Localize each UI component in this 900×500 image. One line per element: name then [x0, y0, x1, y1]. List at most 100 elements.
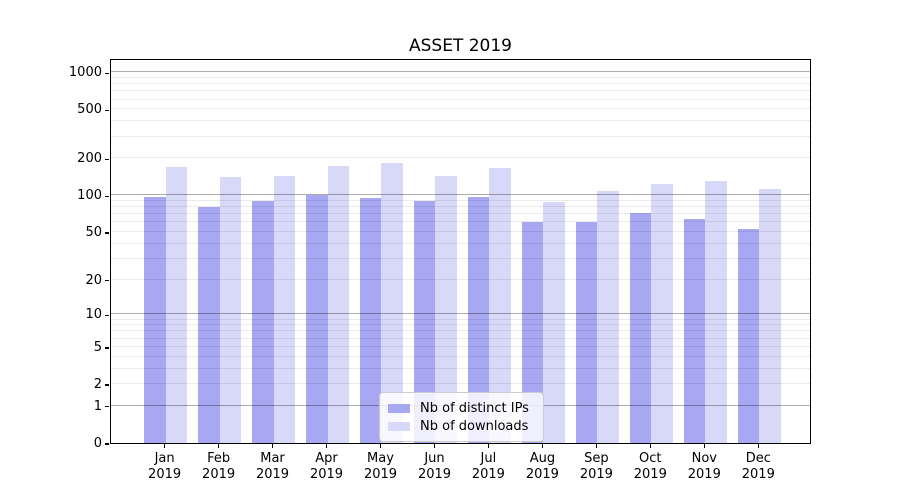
- y-tick-mark: [105, 347, 109, 349]
- y-tick-mark: [105, 314, 109, 316]
- gridline-minor: [111, 83, 810, 85]
- x-tick-mark: [217, 444, 220, 448]
- gridline-major: [111, 313, 810, 315]
- y-tick-label: 50: [85, 225, 102, 240]
- gridline-minor: [111, 200, 810, 201]
- y-tick-label: 100: [77, 188, 102, 204]
- x-tick-mark: [379, 444, 382, 448]
- x-tick-mark: [541, 444, 544, 448]
- x-tick-label-jun: Jun 2019: [417, 451, 452, 482]
- y-tick-mark: [105, 406, 109, 408]
- bar-jan-distinct-ips: [144, 197, 166, 443]
- bar-aug-distinct-ips: [521, 221, 544, 443]
- gridline-minor: [111, 345, 810, 347]
- gridline-minor: [111, 242, 810, 244]
- bar-oct-downloads: [651, 183, 673, 443]
- gridline-minor: [111, 213, 810, 215]
- gridline-minor: [111, 337, 810, 339]
- x-tick-label-dec: Dec 2019: [741, 451, 775, 482]
- gridline-minor: [111, 98, 810, 100]
- bar-oct-distinct-ips: [629, 212, 652, 443]
- bar-may-downloads: [381, 162, 404, 443]
- bar-feb-downloads: [219, 177, 242, 443]
- legend-label-distinct-ips: Nb of distinct IPs: [420, 400, 529, 416]
- x-tick-label-oct: Oct 2019: [633, 451, 667, 482]
- x-tick-mark: [271, 444, 274, 448]
- legend: Nb of distinct IPs Nb of downloads: [379, 392, 544, 442]
- x-tick-label-jul: Jul 2019: [471, 451, 505, 482]
- gridline-minor: [111, 324, 810, 326]
- x-tick-mark: [433, 444, 436, 448]
- y-tick-label: 1: [93, 398, 102, 414]
- x-tick-mark: [325, 444, 328, 448]
- x-tick-label-sep: Sep 2019: [579, 451, 613, 482]
- gridline-major: [111, 194, 810, 196]
- y-tick-mark: [105, 443, 109, 445]
- gridline-major: [111, 71, 810, 73]
- bar-nov-distinct-ips: [683, 219, 706, 443]
- plot-area: [110, 59, 811, 444]
- x-tick-label-feb: Feb 2019: [202, 451, 236, 482]
- y-tick-label: 200: [77, 151, 102, 167]
- x-tick-label-nov: Nov 2019: [687, 451, 721, 482]
- legend-label-downloads: Nb of downloads: [420, 418, 529, 434]
- bar-feb-distinct-ips: [197, 207, 220, 443]
- bar-jul-distinct-ips: [467, 197, 490, 443]
- x-tick-label-aug: Aug 2019: [525, 451, 559, 482]
- gridline-minor: [111, 76, 810, 78]
- y-tick-mark: [105, 232, 109, 234]
- gridline-minor: [111, 206, 810, 208]
- legend-swatch-distinct-ips: [388, 403, 410, 413]
- bar-apr-downloads: [327, 165, 350, 443]
- bar-dec-distinct-ips: [737, 229, 760, 443]
- bar-aug-downloads: [543, 202, 565, 443]
- bar-sep-distinct-ips: [575, 221, 598, 443]
- y-tick-label: 10: [85, 307, 102, 323]
- bar-jun-distinct-ips: [413, 201, 436, 443]
- gridline-minor: [111, 278, 810, 280]
- x-tick-label-apr: Apr 2019: [309, 451, 344, 482]
- bar-may-distinct-ips: [359, 197, 382, 443]
- gridline-minor: [111, 383, 810, 385]
- legend-swatch-downloads: [388, 421, 410, 431]
- x-tick-mark: [703, 444, 705, 448]
- bar-nov-downloads: [705, 181, 727, 443]
- gridline-minor: [111, 135, 810, 137]
- gridline-minor: [111, 367, 810, 369]
- bar-dec-downloads: [759, 188, 781, 443]
- x-tick-label-mar: Mar 2019: [255, 451, 290, 482]
- gridline-minor: [111, 157, 810, 159]
- gridline-minor: [111, 318, 810, 320]
- y-tick-mark: [105, 109, 109, 112]
- y-tick-label: 5: [93, 339, 102, 355]
- x-tick-mark: [757, 444, 759, 448]
- y-tick-label: 1000: [68, 65, 102, 81]
- legend-item-distinct-ips: Nb of distinct IPs: [388, 400, 535, 416]
- y-tick-label: 2: [93, 377, 102, 393]
- gridline-minor: [111, 257, 810, 259]
- bar-jan-downloads: [165, 166, 188, 443]
- gridline-minor: [111, 90, 810, 92]
- bar-sep-downloads: [597, 191, 619, 443]
- x-tick-label-may: May 2019: [363, 451, 398, 482]
- y-tick-mark: [105, 279, 109, 282]
- y-tick-label: 500: [77, 102, 102, 118]
- y-tick-label: 20: [85, 272, 102, 288]
- gridline-minor: [111, 221, 810, 223]
- legend-item-downloads: Nb of downloads: [388, 418, 535, 434]
- x-tick-mark: [649, 444, 651, 448]
- bar-mar-downloads: [273, 176, 296, 443]
- gridline-minor: [111, 330, 810, 332]
- bar-jun-downloads: [435, 175, 458, 443]
- bar-jul-downloads: [489, 168, 511, 443]
- bar-mar-distinct-ips: [251, 201, 274, 443]
- x-tick-mark: [595, 444, 598, 448]
- gridline-minor: [111, 355, 810, 357]
- y-tick-mark: [105, 158, 109, 161]
- gridline-minor: [111, 120, 810, 122]
- x-tick-mark: [487, 444, 490, 448]
- x-tick-label-jan: Jan 2019: [148, 451, 182, 482]
- x-tick-mark: [163, 444, 166, 448]
- y-tick-label: 0: [93, 436, 102, 451]
